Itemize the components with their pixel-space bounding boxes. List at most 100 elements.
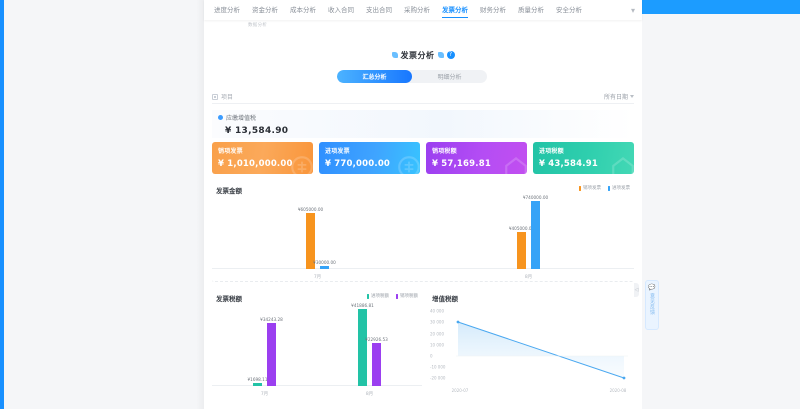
nav-tab-invoice[interactable]: 发票分析 — [436, 0, 474, 20]
breadcrumb: 数据分析 — [248, 23, 268, 28]
legend-swatch — [579, 185, 581, 191]
kpi-card-input-tax[interactable]: 进项税额 ¥ 43,584.91 — [533, 142, 634, 174]
tab-detail-analysis[interactable]: 明细分析 — [437, 74, 462, 81]
coin-icon — [398, 156, 420, 174]
bar-value-label: ¥405000.00 — [508, 225, 535, 231]
nav-tab-procurement[interactable]: 采购分析 — [404, 6, 430, 14]
ribbon-right-icon — [437, 52, 444, 58]
top-right-blue-strip — [632, 0, 800, 14]
panel-collapse-handle[interactable]: ◁ — [634, 283, 639, 297]
x-axis-label: 7月 — [313, 275, 322, 280]
chart-plot-area: ¥1698.11 ¥34243.28 7月 ¥41886.81 ¥22926.5… — [212, 303, 422, 398]
bar-output-invoice-july[interactable]: ¥605000.00 — [298, 207, 323, 269]
bar-group-august: ¥405000.00 ¥740000.00 8月 — [423, 195, 634, 280]
legend-item-output-invoice[interactable]: 销项发票 — [579, 185, 601, 191]
kpi-value: ¥ 1,010,000.00 — [218, 159, 293, 169]
kpi-value: ¥ 770,000.00 — [325, 159, 391, 169]
bar-input-invoice-july[interactable]: ¥30000.00 — [313, 260, 336, 269]
ribbon-left-icon — [391, 52, 398, 58]
nav-tab-expense-contract[interactable]: 支出合同 — [366, 6, 392, 14]
building-icon — [212, 93, 218, 100]
project-filter[interactable]: 项目 — [212, 92, 233, 101]
invoice-tax-chart: 发票税额 进项税额 销项税额 ¥1698.11 ¥34243.28 7月 — [212, 290, 422, 398]
bar-value-label: ¥740000.00 — [522, 194, 549, 200]
vat-area-series[interactable] — [428, 306, 634, 392]
date-filter-label: 所有日期 — [603, 94, 628, 101]
y-axis-tick: 30 000 — [430, 319, 444, 325]
date-filter[interactable]: 所有日期 — [604, 92, 634, 101]
kpi-label: 销项发票 — [218, 148, 243, 155]
filter-bar: 项目 所有日期 — [212, 90, 634, 104]
y-axis-tick: 10 000 — [430, 342, 444, 348]
nav-tab-safety[interactable]: 安全分析 — [556, 6, 582, 14]
nav-tab-progress[interactable]: 进度分析 — [214, 6, 240, 14]
legend-swatch — [367, 293, 369, 299]
page-header: 发票分析 ? — [204, 44, 642, 66]
kpi-value: ¥ 57,169.81 — [432, 159, 491, 169]
bar-groups: ¥605000.00 ¥30000.00 7月 ¥405000.00 ¥7400… — [212, 195, 634, 280]
tab-summary-analysis[interactable]: 汇总分析 — [337, 70, 412, 83]
nav-tab-income-contract[interactable]: 收入合同 — [328, 6, 354, 14]
question-mark-icon[interactable]: ? — [446, 51, 455, 59]
bar-output-tax-august[interactable]: ¥22926.53 — [365, 337, 388, 386]
analysis-mode-switch: 汇总分析 明细分析 — [337, 70, 487, 83]
feedback-widget[interactable]: 💬 意见反馈 — [645, 280, 659, 330]
nav-tab-finance[interactable]: 财务分析 — [480, 6, 506, 14]
message-icon: 💬 — [648, 284, 656, 291]
chart-plot-area: 40 000 30 000 20 000 10 000 0 -10 000 -2… — [428, 306, 634, 393]
status-dot-icon — [218, 115, 223, 120]
kpi-label: 销项税额 — [432, 148, 457, 155]
chart-plot-area: ¥605000.00 ¥30000.00 7月 ¥405000.00 ¥7400… — [212, 195, 634, 281]
chevron-down-icon — [630, 95, 634, 98]
y-axis-tick: 0 — [430, 353, 433, 359]
bar-value-label: ¥1698.11 — [247, 376, 268, 382]
bar-value-label: ¥605000.00 — [297, 207, 324, 213]
legend-label: 进项发票 — [612, 186, 630, 191]
chart-legend: 销项发票 进项发票 — [579, 185, 630, 191]
vat-summary-card: 应缴增值税 ¥ 13,584.90 — [212, 110, 634, 138]
nav-tab-funds[interactable]: 资金分析 — [252, 6, 278, 14]
kpi-card-input-invoice[interactable]: 进项发票 ¥ 770,000.00 — [319, 142, 420, 174]
chart-title: 发票金额 — [216, 187, 242, 195]
vat-summary-label-row: 应缴增值税 — [218, 113, 628, 122]
legend-swatch — [608, 185, 610, 191]
y-axis-tick: -10 000 — [430, 364, 446, 370]
bar-output-invoice-august[interactable]: ¥405000.00 — [509, 226, 534, 269]
feedback-widget-label: 意见反馈 — [649, 293, 655, 315]
nav-tab-quality[interactable]: 质量分析 — [518, 6, 544, 14]
x-axis-label: 8月 — [365, 392, 374, 397]
bar-value-label: ¥41886.81 — [351, 302, 374, 308]
project-filter-label: 项目 — [221, 94, 234, 101]
x-axis-tick: 2020-08 — [609, 388, 627, 393]
page-title: 发票分析 — [400, 50, 435, 60]
bar-group-july: ¥1698.11 ¥34243.28 7月 — [212, 308, 317, 397]
bar-group-july: ¥605000.00 ¥30000.00 7月 — [212, 200, 423, 280]
legend-item-input-tax[interactable]: 进项税额 — [367, 293, 389, 299]
kpi-card-output-tax[interactable]: 销项税额 ¥ 57,169.81 — [426, 142, 527, 174]
kpi-label: 进项税额 — [539, 148, 564, 155]
legend-swatch — [396, 293, 398, 299]
y-axis-tick: 40 000 — [430, 308, 444, 314]
chevron-down-icon[interactable]: ▾ — [630, 5, 635, 15]
chart-title: 增值税额 — [432, 295, 458, 303]
x-axis-label: 8月 — [524, 275, 533, 280]
y-axis-tick: 20 000 — [430, 331, 444, 337]
legend-item-input-invoice[interactable]: 进项发票 — [608, 185, 630, 191]
x-axis-tick: 2020-07 — [451, 388, 469, 393]
nav-tab-list: 进度分析 资金分析 成本分析 收入合同 支出合同 采购分析 发票分析 财务分析 … — [204, 0, 624, 20]
vat-trend-chart: 增值税额 40 000 30 000 20 000 10 000 0 -10 0… — [428, 290, 634, 398]
bar-output-tax-july[interactable]: ¥34243.28 — [260, 317, 283, 386]
chart-legend: 进项税额 销项税额 — [367, 293, 418, 299]
left-accent-rail — [0, 0, 4, 409]
kpi-value: ¥ 43,584.91 — [539, 159, 598, 169]
x-axis-line — [212, 385, 422, 386]
chart-title: 发票税额 — [216, 295, 242, 303]
bar-input-tax-july[interactable]: ¥1698.11 — [248, 377, 267, 386]
bar-value-label: ¥34243.28 — [260, 316, 283, 322]
bar-value-label: ¥30000.00 — [313, 260, 336, 266]
bar-input-tax-august[interactable]: ¥41886.81 — [351, 303, 374, 386]
kpi-card-output-invoice[interactable]: 销项发票 ¥ 1,010,000.00 — [212, 142, 313, 174]
legend-item-output-tax[interactable]: 销项税额 — [396, 293, 418, 299]
nav-tab-cost[interactable]: 成本分析 — [290, 6, 316, 14]
bar-input-invoice-august[interactable]: ¥740000.00 — [523, 195, 548, 269]
